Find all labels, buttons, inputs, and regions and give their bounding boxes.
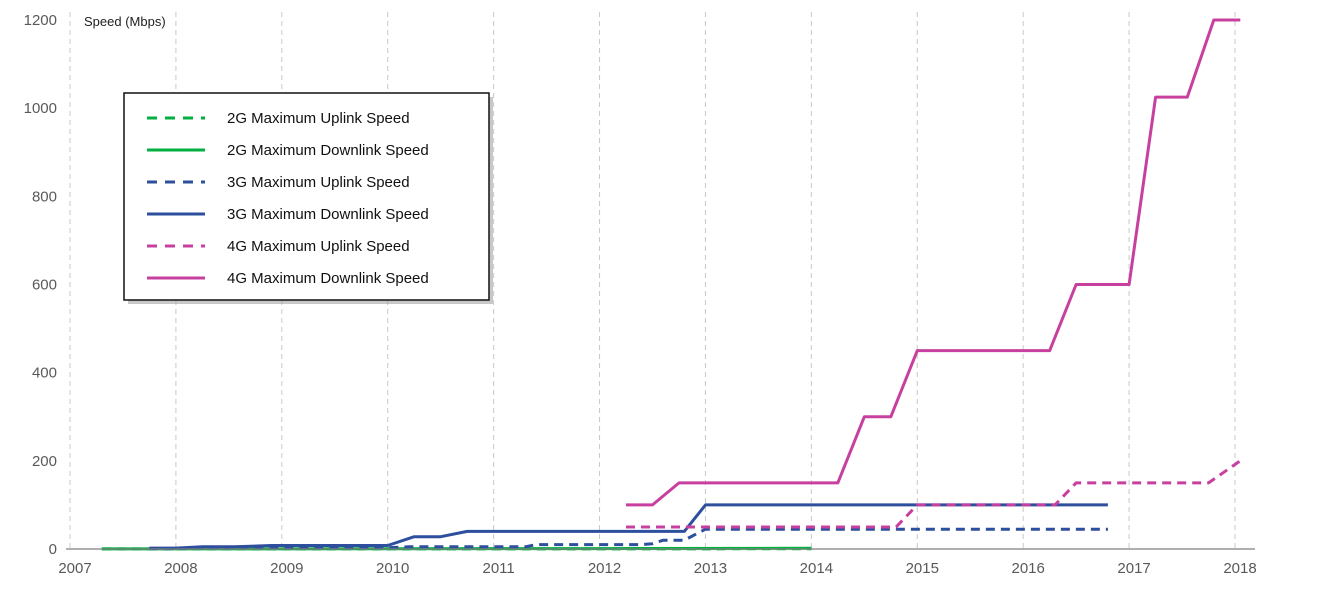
y-tick-label-800: 800 [32, 188, 57, 205]
x-tick-label-2012: 2012 [588, 560, 621, 577]
x-tick-label-2016: 2016 [1011, 560, 1044, 577]
y-tick-label-600: 600 [32, 277, 57, 294]
series-line-4 [626, 459, 1242, 529]
x-tick-label-2011: 2011 [483, 560, 515, 577]
series-line-5 [626, 18, 1241, 507]
x-tick-label-2015: 2015 [906, 560, 939, 577]
y-tick-label-0: 0 [49, 541, 57, 558]
y-tick-label-400: 400 [32, 365, 57, 382]
x-tick-label-2009: 2009 [270, 560, 303, 577]
legend-label-2: 3G Maximum Uplink Speed [227, 174, 410, 191]
x-tick-label-2008: 2008 [164, 560, 197, 577]
y-tick-label-1200: 1200 [24, 12, 57, 29]
y-tick-labels: 0 200 400 600 800 1000 1200 [24, 12, 57, 558]
series-line-2 [149, 527, 1108, 551]
legend-box [123, 92, 490, 301]
x-tick-label-2017: 2017 [1117, 560, 1150, 577]
y-tick-label-200: 200 [32, 453, 57, 470]
legend: 2G Maximum Uplink Speed 2G Maximum Downli… [123, 92, 493, 304]
legend-label-5: 4G Maximum Downlink Speed [227, 270, 429, 287]
legend-label-1: 2G Maximum Downlink Speed [227, 142, 429, 159]
x-tick-label-2018: 2018 [1223, 560, 1256, 577]
x-tick-label-2007: 2007 [58, 560, 91, 577]
legend-label-4: 4G Maximum Uplink Speed [227, 238, 410, 255]
x-tick-label-2014: 2014 [800, 560, 833, 577]
x-tick-label-2010: 2010 [376, 560, 409, 577]
legend-label-0: 2G Maximum Uplink Speed [227, 110, 410, 127]
legend-label-3: 3G Maximum Downlink Speed [227, 206, 429, 223]
legend-items: 2G Maximum Uplink Speed 2G Maximum Downli… [147, 110, 429, 287]
x-tick-labels: 2007 2008 2009 2010 2011 2012 2013 2014 2015 2016… [58, 560, 1256, 577]
axes: Speed (Mbps) [66, 14, 1255, 550]
x-tick-label-2013: 2013 [694, 560, 727, 577]
y-axis-unit-label: Speed (Mbps) [84, 14, 166, 29]
y-tick-label-1000: 1000 [24, 100, 57, 117]
